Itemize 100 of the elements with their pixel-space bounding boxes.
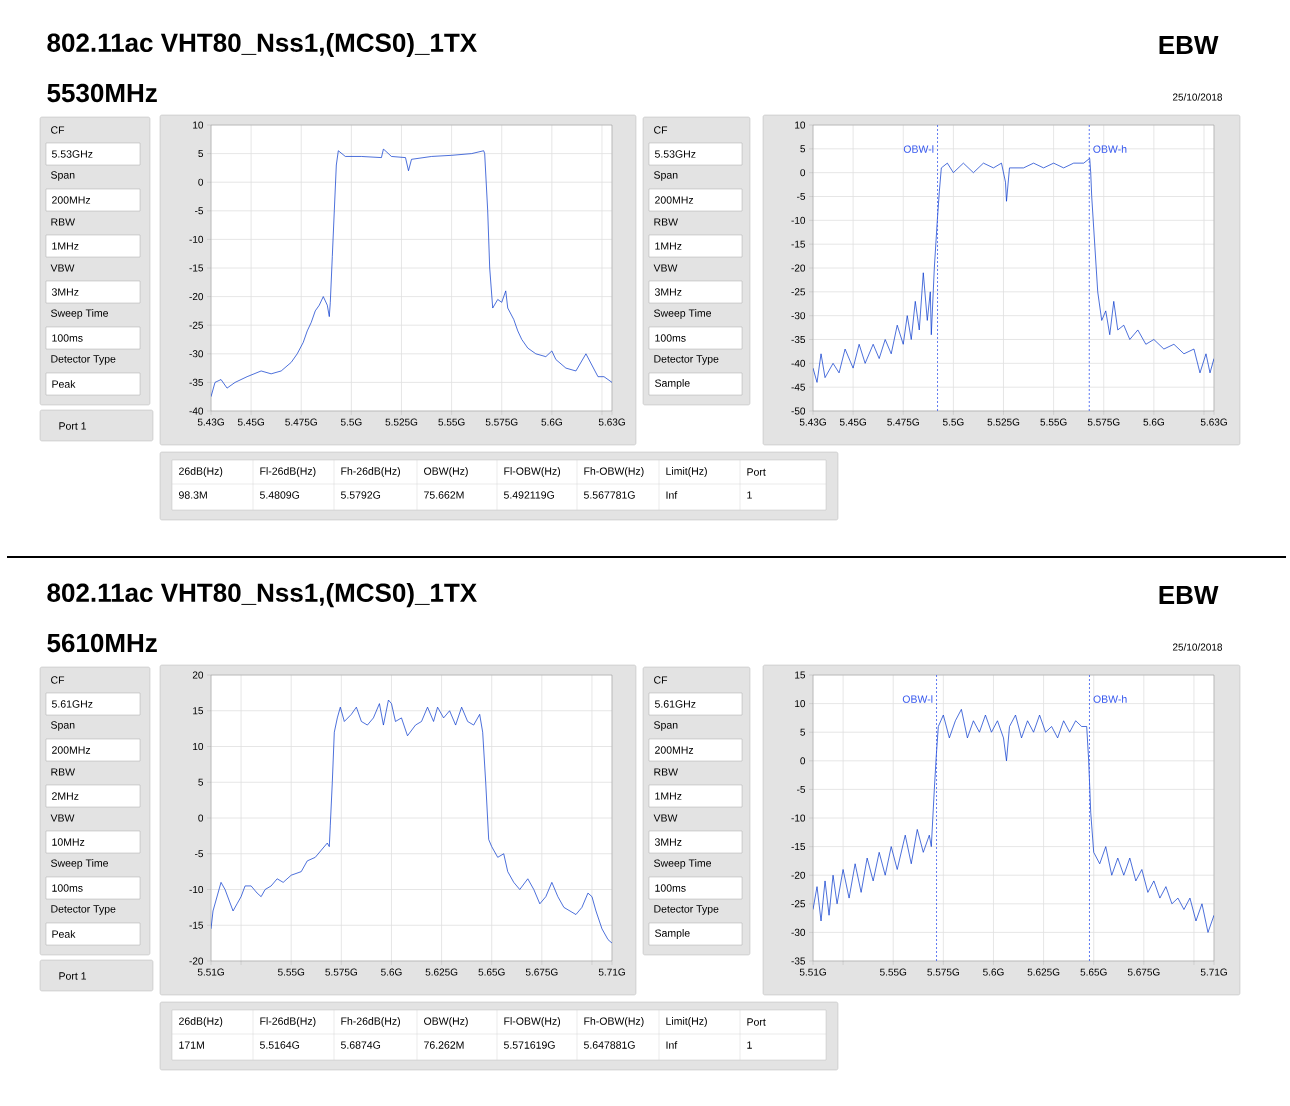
text: Sweep Time (51, 309, 109, 319)
text: 802.11ac VHT80_Nss1,(MCS0)_1TX (47, 582, 477, 608)
text: Sample (655, 379, 690, 389)
y-tick-label: -10 (791, 216, 806, 224)
y-tick-label: 20 (192, 671, 204, 679)
text: 5.571619G (503, 1041, 555, 1049)
text: Fl-OBW(Hz) (504, 1017, 561, 1027)
text: 200MHz (52, 746, 91, 754)
text: RBW (654, 218, 678, 226)
y-tick-label: -15 (791, 240, 806, 248)
x-tick-label: 5.63G (598, 418, 625, 426)
text: 5530MHz (47, 83, 157, 103)
y-tick-label: -30 (791, 312, 806, 320)
text: 171M (179, 1041, 204, 1049)
text: Port (747, 468, 766, 476)
x-tick-label: 5.45G (839, 418, 866, 426)
y-tick-label: -5 (797, 785, 806, 793)
x-tick-label: 5.575G (485, 418, 518, 426)
text: 5.53GHz (654, 150, 696, 158)
text: Limit(Hz) (666, 467, 707, 477)
text: OBW(Hz) (424, 1017, 468, 1027)
y-tick-label: -15 (189, 921, 204, 929)
text: 26dB(Hz) (179, 467, 223, 477)
y-tick-label: 10 (795, 121, 806, 129)
x-tick-label: 5.55G (438, 418, 465, 426)
y-tick-label: 0 (198, 814, 204, 822)
ref-line-label: OBW-l (903, 145, 934, 153)
y-tick-label: -10 (189, 885, 204, 894)
text: Detector Type (654, 905, 719, 915)
text: 10MHz (52, 838, 85, 846)
y-tick-label: -35 (791, 335, 806, 344)
text: 25/10/2018 (1172, 643, 1223, 651)
y-tick-label: 15 (795, 671, 806, 679)
text: 100ms (52, 884, 83, 892)
y-tick-label: -35 (189, 378, 204, 386)
x-tick-label: 5.675G (525, 968, 558, 976)
text: VBW (50, 814, 75, 822)
text: Fh-OBW(Hz) (584, 467, 644, 477)
ref-line-label: OBW-h (1093, 695, 1127, 703)
ref-line-label: OBW-l (902, 695, 933, 703)
text: 5.5164G (259, 1041, 300, 1049)
x-tick-label: 5.475G (887, 418, 919, 426)
x-tick-label: 5.5G (340, 418, 362, 426)
y-tick-label: -20 (189, 957, 204, 965)
y-tick-label: 5 (800, 145, 806, 153)
text: Fl-OBW(Hz) (504, 467, 561, 477)
x-tick-label: 5.575G (1087, 418, 1120, 426)
text: 76.262M (424, 1041, 464, 1049)
text: Sweep Time (654, 309, 712, 319)
x-tick-label: 5.71G (1200, 968, 1227, 976)
y-tick-label: 10 (193, 742, 204, 751)
text: RBW (51, 768, 75, 776)
text: Detector Type (51, 355, 116, 365)
text: RBW (51, 218, 75, 226)
text: 75.662M (424, 491, 464, 499)
text: Inf (666, 491, 678, 499)
text: 1MHz (655, 792, 682, 800)
text: VBW (653, 264, 678, 272)
text: Fh-OBW(Hz) (584, 1017, 644, 1027)
y-tick-label: 0 (800, 169, 806, 177)
text: CF (654, 126, 668, 134)
x-tick-label: 5.6G (1143, 418, 1164, 426)
text: Detector Type (51, 905, 116, 915)
text: Fl-26dB(Hz) (260, 467, 316, 477)
x-tick-label: 5.43G (799, 418, 826, 426)
text: 25/10/2018 (1172, 93, 1223, 101)
text: Peak (52, 380, 76, 388)
y-tick-label: -20 (189, 293, 204, 301)
x-tick-label: 5.71G (598, 968, 625, 976)
y-tick-label: -15 (189, 264, 204, 272)
text: 1 (747, 1041, 752, 1049)
text: OBW(Hz) (424, 467, 468, 477)
text: Span (51, 171, 75, 181)
y-tick-label: 15 (193, 707, 204, 715)
text: VBW (50, 264, 75, 272)
text: Port 1 (59, 422, 87, 430)
y-tick-label: -10 (791, 814, 806, 822)
x-tick-label: 5.63G (1200, 418, 1227, 426)
text: 1MHz (655, 242, 682, 250)
y-tick-label: -20 (791, 871, 806, 879)
x-tick-label: 5.55G (1040, 418, 1067, 426)
text: 98.3M (179, 491, 207, 499)
text: 802.11ac VHT80_Nss1,(MCS0)_1TX (47, 32, 477, 58)
y-tick-label: 0 (800, 757, 806, 765)
text: 3MHz (654, 288, 682, 296)
text: 5.5792G (340, 491, 381, 499)
text: Fh-26dB(Hz) (341, 1017, 400, 1027)
y-tick-label: -15 (791, 843, 806, 851)
y-tick-label: -50 (791, 407, 806, 415)
text: 5610MHz (47, 633, 157, 653)
x-tick-label: 5.525G (385, 418, 418, 426)
text: Span (654, 171, 678, 181)
x-tick-label: 5.575G (325, 968, 357, 976)
y-tick-label: -25 (189, 321, 204, 329)
y-tick-label: -40 (189, 407, 204, 415)
text: RBW (654, 768, 678, 776)
text: CF (51, 676, 65, 684)
text: 5.567781G (583, 491, 635, 499)
text: Sample (655, 929, 690, 939)
x-tick-label: 5.65G (478, 968, 505, 976)
